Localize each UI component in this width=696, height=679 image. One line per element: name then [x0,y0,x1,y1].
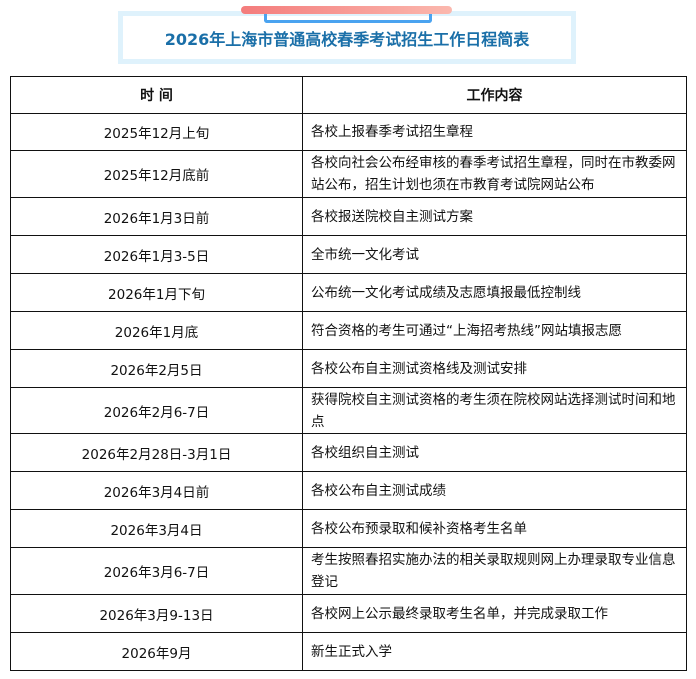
row-time: 2025年12月上旬 [10,113,303,151]
table-row: 2025年12月上旬 各校上报春季考试招生章程 [10,113,687,151]
row-content: 各校公布预录取和候补资格考生名单 [302,509,687,548]
table-row: 2026年2月5日 各校公布自主测试资格线及测试安排 [10,349,687,388]
table-row: 2026年9月 新生正式入学 [10,632,687,671]
table-row: 2026年1月3日前 各校报送院校自主测试方案 [10,197,687,236]
table-row: 2026年3月6-7日 考生按照春招实施办法的相关录取规则网上办理录取专业信息登记 [10,547,687,595]
row-time: 2026年3月4日 [10,509,303,548]
row-content: 考生按照春招实施办法的相关录取规则网上办理录取专业信息登记 [302,547,687,595]
row-time: 2026年1月下旬 [10,273,303,312]
row-content: 新生正式入学 [302,632,687,671]
row-time: 2026年1月3日前 [10,197,303,236]
row-time: 2026年2月6-7日 [10,387,303,434]
schedule-table: 时 间 工作内容 2025年12月上旬 各校上报春季考试招生章程 2025年12月底… [10,76,687,671]
row-time: 2025年12月底前 [10,150,303,198]
decorative-pill [241,6,452,14]
table-row: 2026年1月3-5日 全市统一文化考试 [10,235,687,274]
header-time: 时 间 [10,76,303,114]
decorative-bracket [264,10,432,23]
row-time: 2026年3月6-7日 [10,547,303,595]
table-row: 2026年3月9-13日 各校网上公示最终录取考生名单，并完成录取工作 [10,594,687,633]
table-header: 时 间 工作内容 [10,76,687,114]
table-row: 2026年3月4日前 各校公布自主测试成绩 [10,471,687,510]
table-row: 2025年12月底前 各校向社会公布经审核的春季考试招生章程，同时在市教委网站公布… [10,150,687,198]
row-content: 符合资格的考生可通过“上海招考热线”网站填报志愿 [302,311,687,350]
row-content: 各校网上公示最终录取考生名单，并完成录取工作 [302,594,687,633]
row-content: 公布统一文化考试成绩及志愿填报最低控制线 [302,273,687,312]
row-content: 各校公布自主测试资格线及测试安排 [302,349,687,388]
row-time: 2026年2月5日 [10,349,303,388]
row-time: 2026年1月底 [10,311,303,350]
table-row: 2026年1月底 符合资格的考生可通过“上海招考热线”网站填报志愿 [10,311,687,350]
header-content: 工作内容 [302,76,687,114]
row-time: 2026年1月3-5日 [10,235,303,274]
row-time: 2026年3月9-13日 [10,594,303,633]
row-time: 2026年3月4日前 [10,471,303,510]
row-content: 获得院校自主测试资格的考生须在院校网站选择测试时间和地点 [302,387,687,434]
row-time: 2026年2月28日-3月1日 [10,433,303,472]
row-content: 各校组织自主测试 [302,433,687,472]
row-time: 2026年9月 [10,632,303,671]
table-row: 2026年2月6-7日 获得院校自主测试资格的考生须在院校网站选择测试时间和地点 [10,387,687,434]
row-content: 各校公布自主测试成绩 [302,471,687,510]
table-row: 2026年1月下旬 公布统一文化考试成绩及志愿填报最低控制线 [10,273,687,312]
row-content: 各校上报春季考试招生章程 [302,113,687,151]
page-title: 2026年上海市普通高校春季考试招生工作日程简表 [164,29,530,49]
row-content: 各校报送院校自主测试方案 [302,197,687,236]
table-row: 2026年3月4日 各校公布预录取和候补资格考生名单 [10,509,687,548]
table-row: 2026年2月28日-3月1日 各校组织自主测试 [10,433,687,472]
row-content: 全市统一文化考试 [302,235,687,274]
row-content: 各校向社会公布经审核的春季考试招生章程，同时在市教委网站公布，招生计划也须在市教… [302,150,687,198]
